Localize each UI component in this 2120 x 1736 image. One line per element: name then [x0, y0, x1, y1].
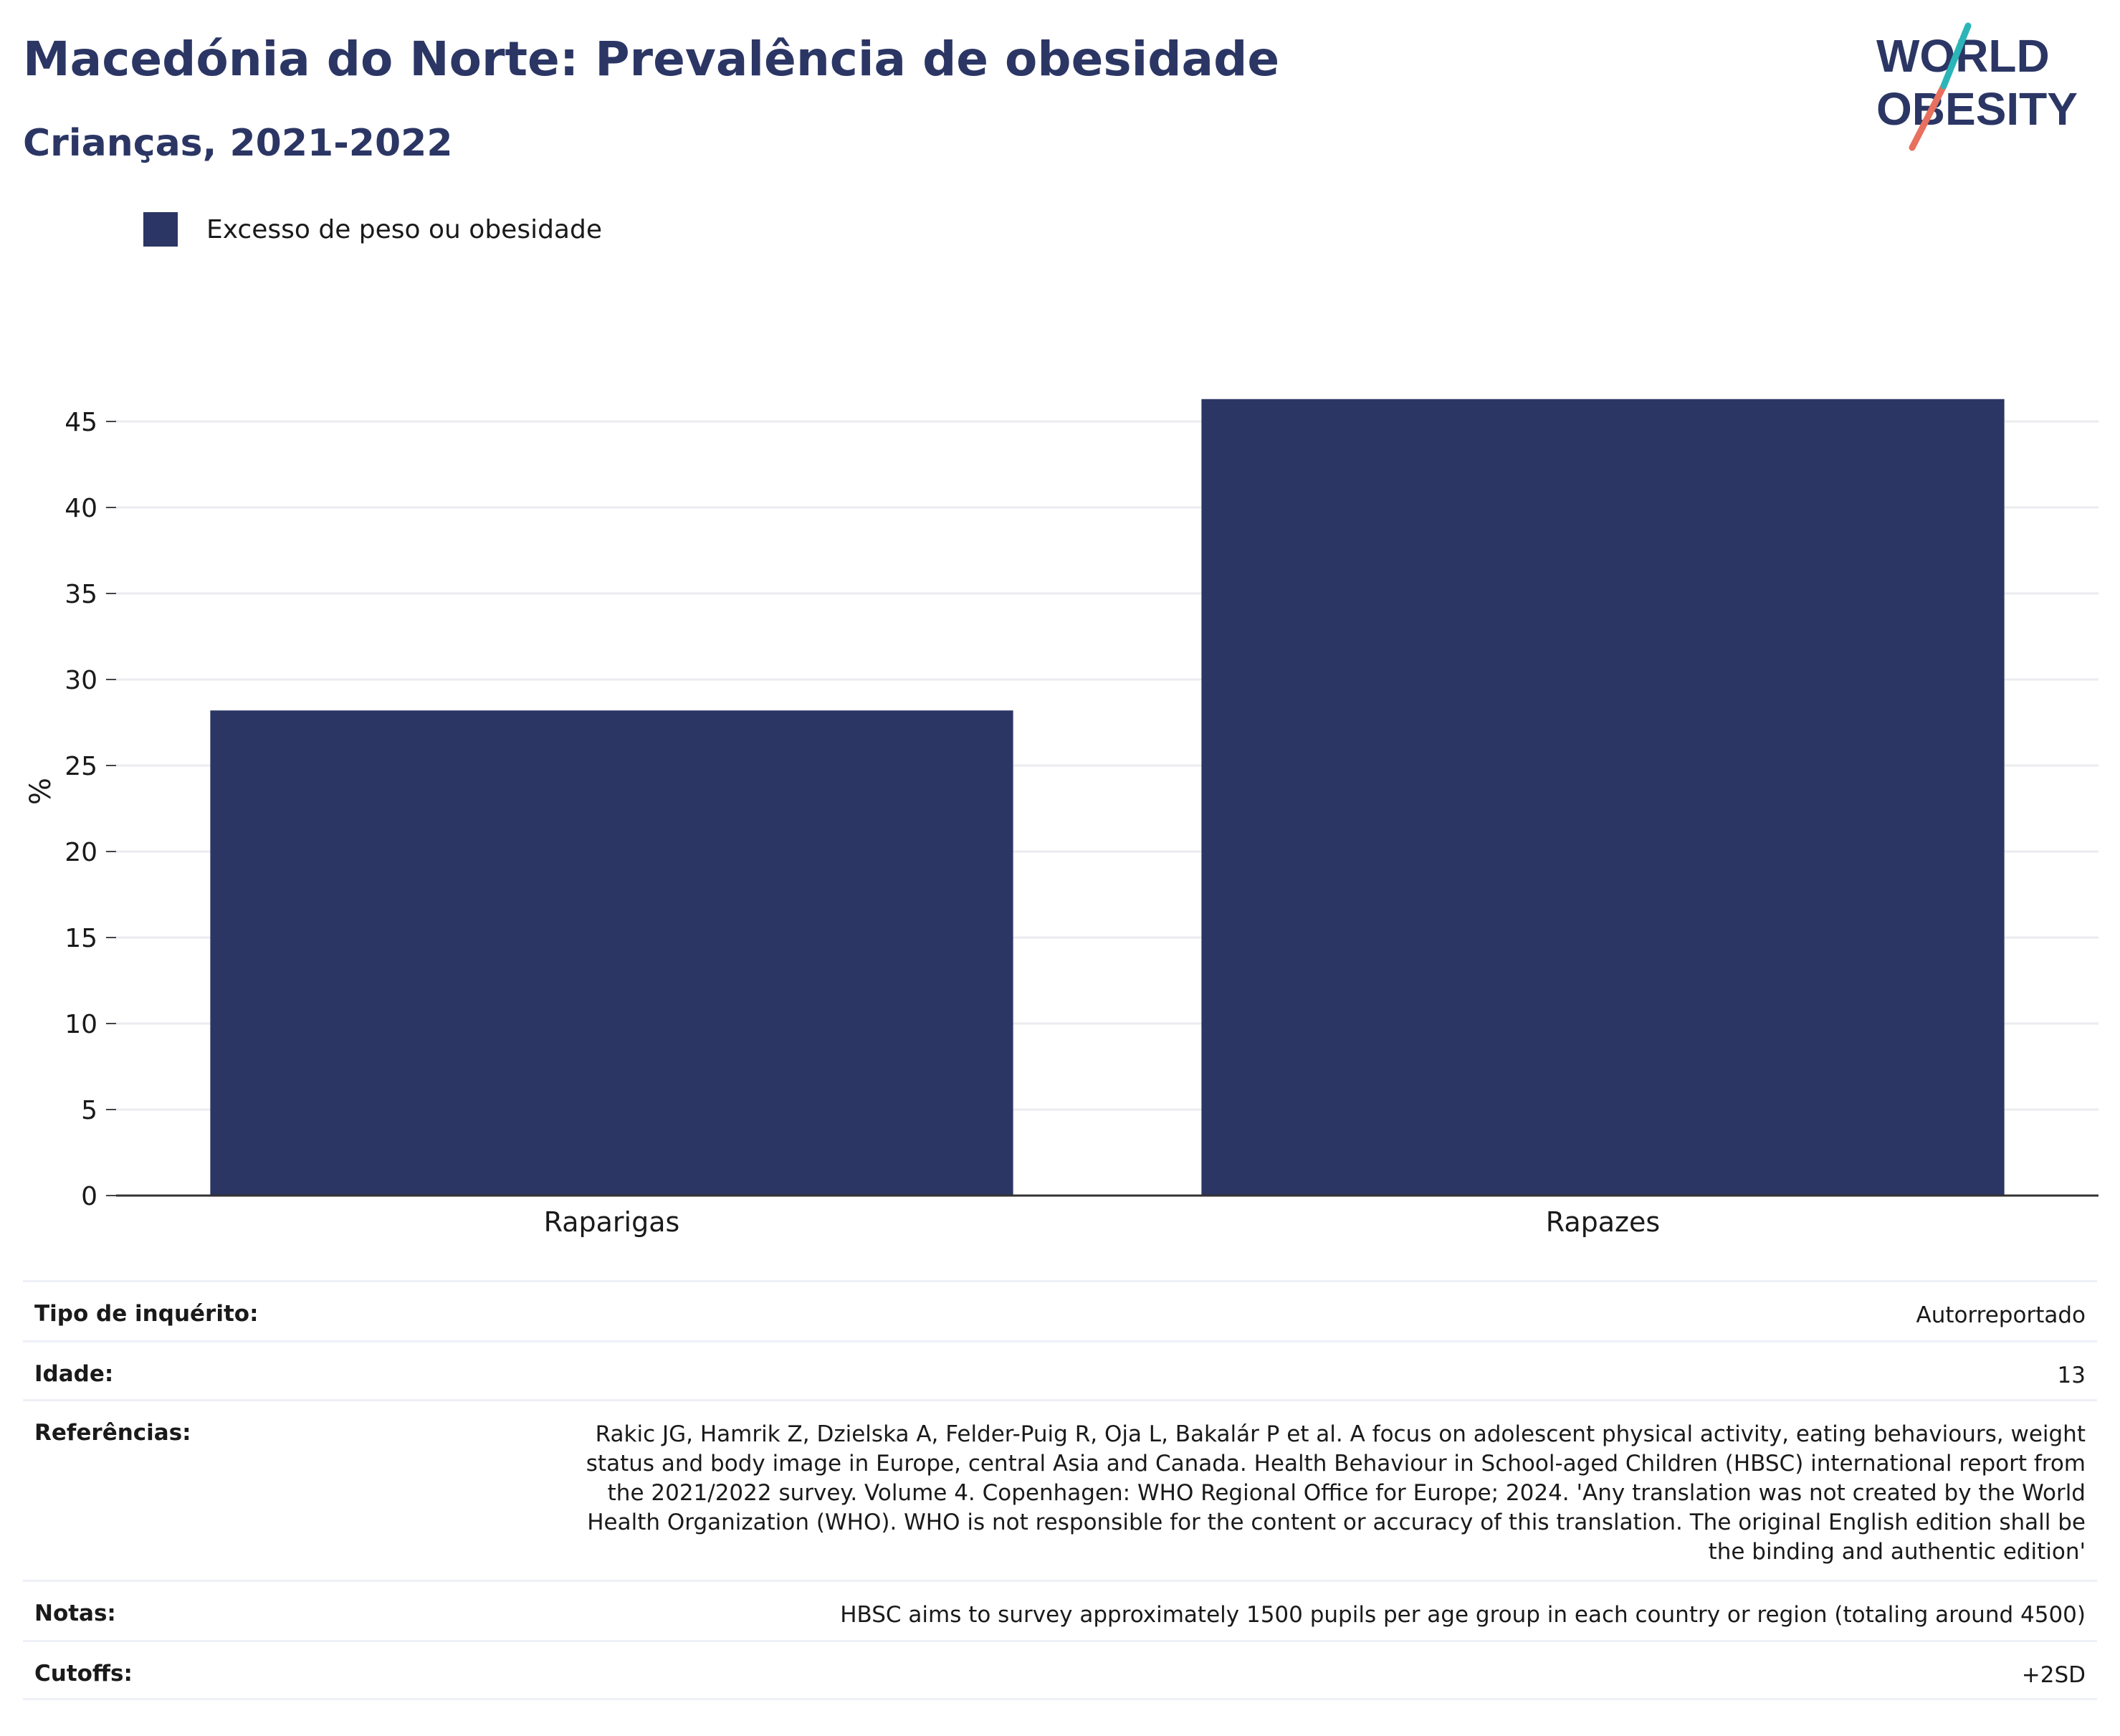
notes-value: HBSC aims to survey approximately 1500 p… — [840, 1602, 2086, 1628]
survey-type-value: Autorreportado — [1916, 1302, 2086, 1328]
chart-legend: Excesso de peso ou obesidade — [143, 212, 602, 247]
y-tick-label: 0 — [81, 1182, 97, 1211]
y-tick-label: 40 — [65, 494, 97, 523]
metadata-table: Tipo de inquérito: Autorreportado Idade:… — [23, 1280, 2097, 1700]
meta-row-age: Idade: 13 — [23, 1340, 2097, 1399]
page-title: Macedónia do Norte: Prevalência de obesi… — [23, 32, 1280, 87]
bar-rapazes — [1201, 399, 2005, 1196]
y-tick-label: 15 — [65, 924, 97, 953]
meta-row-survey-type: Tipo de inquérito: Autorreportado — [23, 1280, 2097, 1340]
y-tick-label: 20 — [65, 838, 97, 867]
y-axis-label: % — [24, 778, 57, 805]
world-obesity-logo: WORLD OBESITY — [1876, 22, 2078, 151]
x-tick-label: Raparigas — [544, 1206, 680, 1238]
y-tick-label: 30 — [65, 666, 97, 695]
cutoffs-label: Cutoffs: — [34, 1661, 133, 1687]
legend-swatch — [143, 212, 178, 247]
notes-label: Notas: — [34, 1601, 116, 1626]
references-label: Referências: — [34, 1420, 191, 1446]
bar-raparigas — [210, 710, 1013, 1196]
bar-chart: 0 5 10 15 20 25 30 35 40 45% Raparigas Rapazes — [24, 399, 2098, 1238]
references-value: Rakic JG, Hamrik Z, Dzielska A, Felder-P… — [586, 1421, 2086, 1565]
y-tick-label: 35 — [65, 580, 97, 609]
survey-type-label: Tipo de inquérito: — [34, 1301, 259, 1327]
y-tick-label: 45 — [65, 408, 97, 437]
meta-row-references: Referências: Rakic JG, Hamrik Z, Dzielsk… — [23, 1399, 2097, 1580]
x-tick-label: Rapazes — [1546, 1206, 1660, 1238]
meta-row-cutoffs: Cutoffs: +2SD — [23, 1640, 2097, 1700]
y-tick-label: 25 — [65, 752, 97, 781]
age-value: 13 — [2057, 1363, 2086, 1388]
age-label: Idade: — [34, 1361, 114, 1387]
cutoffs-value: +2SD — [2021, 1662, 2086, 1688]
legend-label: Excesso de peso ou obesidade — [206, 214, 602, 244]
page-subtitle: Crianças, 2021-2022 — [23, 122, 453, 165]
svg-text:OBESITY: OBESITY — [1876, 83, 2078, 135]
meta-row-notes: Notas: HBSC aims to survey approximately… — [23, 1580, 2097, 1640]
y-tick-label: 5 — [81, 1096, 97, 1125]
y-tick-label: 10 — [65, 1010, 97, 1039]
